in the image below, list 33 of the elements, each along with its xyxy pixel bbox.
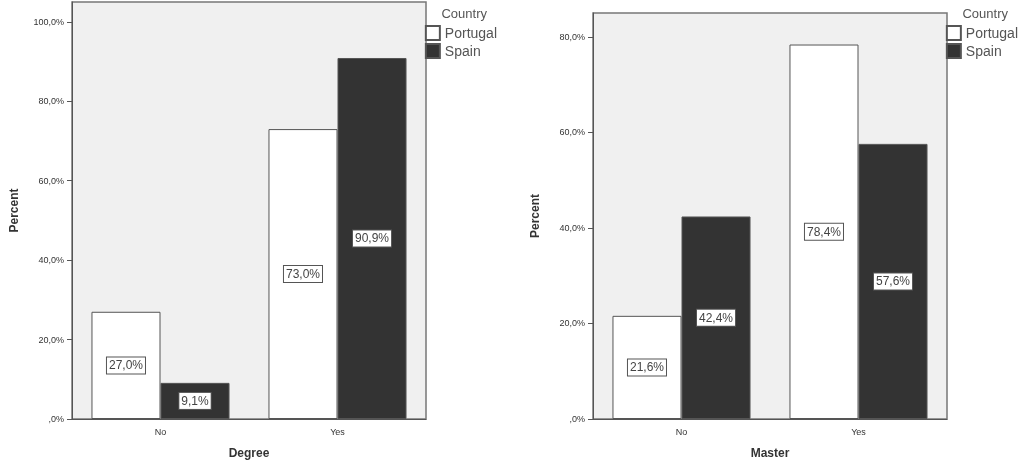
legend-label: Spain: [965, 43, 1002, 59]
x-axis-title: Degree: [228, 446, 270, 460]
data-label: 42,4%: [699, 310, 734, 325]
x-axis-title: Master: [750, 446, 790, 460]
y-tick-label: 40,0%: [559, 222, 585, 233]
y-tick-label: ,0%: [569, 414, 585, 424]
data-label: 27,0%: [108, 358, 144, 373]
x-tick-label: No: [154, 426, 167, 437]
legend-title: Country: [441, 6, 488, 21]
data-label: 90,9%: [355, 231, 390, 246]
y-tick-label: 100,0%: [33, 16, 64, 27]
x-tick-label: Yes: [330, 426, 346, 437]
legend-label: Spain: [444, 43, 481, 59]
data-label: 78,4%: [806, 224, 842, 239]
y-tick-label: 20,0%: [38, 334, 64, 345]
data-label: 57,6%: [876, 274, 911, 289]
legend-label: Portugal: [965, 25, 1019, 41]
y-tick-label: 60,0%: [38, 175, 64, 186]
y-axis-title: Percent: [528, 193, 542, 239]
legend-label: Portugal: [444, 25, 498, 41]
y-tick-label: 80,0%: [38, 96, 64, 107]
x-tick-label: No: [675, 426, 688, 437]
y-tick-label: 60,0%: [559, 127, 585, 138]
y-axis-title: Percent: [7, 188, 21, 233]
x-tick-label: Yes: [851, 426, 867, 437]
data-label: 73,0%: [285, 267, 321, 282]
y-tick-label: 80,0%: [559, 31, 585, 42]
y-tick-label: 20,0%: [559, 318, 585, 329]
y-tick-label: ,0%: [48, 414, 64, 424]
data-label: 9,1%: [181, 393, 210, 408]
data-label: 21,6%: [629, 360, 665, 375]
y-tick-label: 40,0%: [38, 255, 64, 266]
legend-title: Country: [962, 6, 1009, 21]
